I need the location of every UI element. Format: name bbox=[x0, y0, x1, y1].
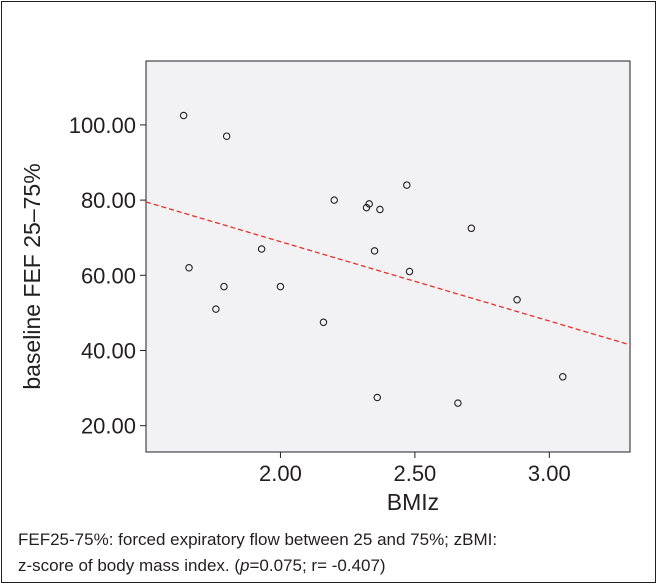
y-axis-label: baseline FEF 25–75% bbox=[19, 163, 45, 389]
caption-line-1: FEF25-75%: forced expiratory flow betwee… bbox=[18, 527, 646, 553]
caption-text-1: FEF25-75%: forced expiratory flow betwee… bbox=[18, 530, 498, 549]
data-point bbox=[559, 373, 567, 381]
y-tick-label: 80.00 bbox=[81, 188, 136, 213]
data-point bbox=[179, 111, 188, 120]
data-point bbox=[185, 264, 193, 272]
x-axis-label: BMIz bbox=[387, 489, 439, 515]
caption-text-3: =0.075; r= -0.407) bbox=[249, 556, 386, 575]
data-point bbox=[373, 393, 381, 402]
scatter-chart: 20.00 40.00 60.00 80.00 100.00 2.00 2.50 3.00 B… bbox=[19, 60, 631, 515]
y-tick-label: 100.00 bbox=[69, 113, 136, 138]
data-point bbox=[222, 132, 231, 140]
data-point bbox=[257, 245, 266, 253]
data-point bbox=[319, 318, 328, 327]
data-point bbox=[376, 205, 384, 214]
data-point bbox=[370, 247, 379, 255]
x-tick-label: 2.00 bbox=[259, 461, 302, 486]
data-point bbox=[513, 295, 521, 304]
plot-area bbox=[145, 60, 631, 453]
data-point bbox=[405, 267, 414, 276]
data-point bbox=[467, 224, 476, 233]
figure-caption: FEF25-75%: forced expiratory flow betwee… bbox=[18, 527, 646, 579]
data-point bbox=[220, 282, 228, 291]
data-point bbox=[403, 181, 411, 189]
p-symbol: p bbox=[240, 556, 250, 575]
caption-text-2: z-score of body mass index. ( bbox=[18, 556, 241, 575]
caption-line-2: z-score of body mass index. (p=0.075; r=… bbox=[18, 553, 646, 579]
x-tick-label: 3.00 bbox=[528, 461, 571, 486]
data-point bbox=[276, 282, 285, 291]
regression-line bbox=[145, 201, 631, 346]
data-points bbox=[179, 111, 567, 407]
y-tick-label: 60.00 bbox=[81, 263, 136, 288]
y-tick-label: 20.00 bbox=[81, 414, 136, 439]
data-point bbox=[212, 305, 220, 313]
y-tick-label: 40.00 bbox=[81, 338, 136, 363]
data-point bbox=[365, 200, 373, 208]
data-point bbox=[330, 196, 338, 204]
axis-ticks: 20.00 40.00 60.00 80.00 100.00 2.00 2.50 3.00 bbox=[69, 113, 571, 486]
x-tick-label: 2.50 bbox=[393, 461, 436, 486]
data-point bbox=[454, 399, 462, 407]
